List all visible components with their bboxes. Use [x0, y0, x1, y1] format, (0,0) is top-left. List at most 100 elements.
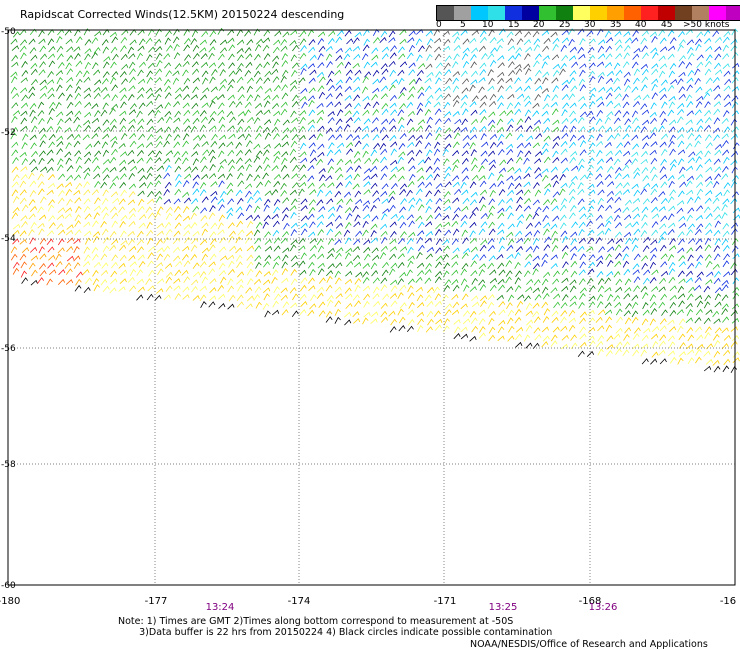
wind-barb [686, 39, 694, 46]
wind-barb [497, 95, 504, 102]
wind-barb [462, 60, 470, 68]
wind-barb [271, 269, 279, 277]
wind-barb [201, 196, 209, 203]
wind-barb [120, 189, 127, 197]
wind-barb [678, 93, 686, 100]
wind-barb [533, 44, 541, 52]
wind-barb [174, 165, 182, 173]
wind-barb [641, 343, 649, 350]
wind-barb [19, 239, 27, 245]
wind-barb [480, 94, 488, 101]
wind-barb [155, 141, 163, 148]
wind-barb [101, 141, 109, 149]
wind-barb [425, 253, 433, 260]
wind-barb [542, 142, 549, 150]
wind-barb [190, 125, 197, 133]
wind-barb [199, 134, 207, 141]
wind-barb [523, 189, 531, 196]
wind-barb [110, 191, 119, 198]
wind-barb [199, 271, 207, 278]
wind-barb [497, 207, 505, 214]
wind-barb [543, 271, 551, 278]
wind-barb [497, 326, 505, 334]
wind-barb [560, 157, 568, 164]
wind-barb [640, 285, 648, 293]
wind-barb [183, 223, 191, 230]
wind-barb [524, 100, 532, 107]
wind-barb [417, 325, 424, 333]
wind-barb [442, 270, 450, 278]
wind-barb [559, 188, 566, 196]
wind-barb [435, 126, 442, 134]
wind-barb [201, 102, 209, 108]
wind-barb [227, 29, 235, 36]
wind-barb [641, 135, 650, 141]
wind-barb [669, 189, 677, 196]
wind-barb [218, 180, 225, 188]
wind-barb [470, 260, 478, 268]
wind-barb [75, 182, 83, 190]
wind-barb [569, 295, 577, 302]
wind-barb [335, 36, 343, 44]
wind-barb [289, 205, 297, 212]
wind-barb [732, 207, 740, 214]
wind-barb [614, 260, 622, 268]
wind-barb [525, 213, 533, 221]
wind-barb [651, 78, 659, 85]
wind-barb [316, 158, 324, 166]
wind-barb [244, 149, 252, 156]
wind-barb [127, 238, 135, 246]
wind-barb [37, 173, 44, 181]
wind-barb [209, 205, 216, 212]
map-title: Rapidscat Corrected Winds(12.5KM) 201502… [20, 8, 345, 21]
colorbar-label: 35 [610, 20, 622, 30]
wind-barb [705, 229, 713, 236]
wind-barb [237, 118, 245, 126]
wind-barb [120, 36, 128, 44]
wind-barb [550, 166, 558, 173]
wind-barb [237, 54, 244, 62]
wind-barb [10, 71, 18, 78]
wind-barb [264, 245, 273, 252]
wind-barb [623, 333, 630, 341]
wind-barb [299, 293, 307, 301]
wind-barb [571, 221, 578, 228]
wind-barb [381, 102, 389, 110]
wind-barb [686, 100, 694, 108]
wind-barb [623, 150, 631, 157]
wind-barb [533, 119, 542, 126]
wind-barb [507, 223, 515, 230]
wind-barb [532, 30, 540, 38]
wind-barb [650, 102, 657, 110]
wind-barb [461, 189, 469, 196]
wind-barb [362, 229, 369, 237]
wind-barb [191, 61, 199, 68]
wind-barb [156, 247, 164, 253]
wind-barb [577, 245, 585, 252]
wind-barb [397, 292, 404, 299]
wind-barb [109, 244, 117, 252]
wind-barb [210, 190, 218, 197]
wind-barb [616, 316, 623, 324]
wind-barb [325, 127, 333, 134]
wind-barb [541, 87, 549, 94]
wind-barb [55, 261, 63, 268]
wind-barb [712, 310, 720, 318]
wind-barb [399, 271, 407, 278]
wind-barb [714, 214, 722, 221]
wind-barb [668, 261, 676, 269]
wind-barb [254, 237, 262, 244]
wind-barb [399, 221, 407, 229]
wind-barb [614, 30, 622, 37]
wind-barb [157, 116, 165, 124]
wind-barb [146, 118, 154, 126]
wind-barb [507, 55, 515, 62]
wind-barb [273, 245, 281, 252]
wind-barb [66, 198, 73, 206]
wind-barb [416, 251, 423, 259]
wind-barb [226, 110, 234, 118]
wind-barb [497, 278, 505, 285]
wind-barb [723, 85, 731, 92]
wind-barb [280, 45, 288, 52]
wind-barb [658, 55, 666, 62]
